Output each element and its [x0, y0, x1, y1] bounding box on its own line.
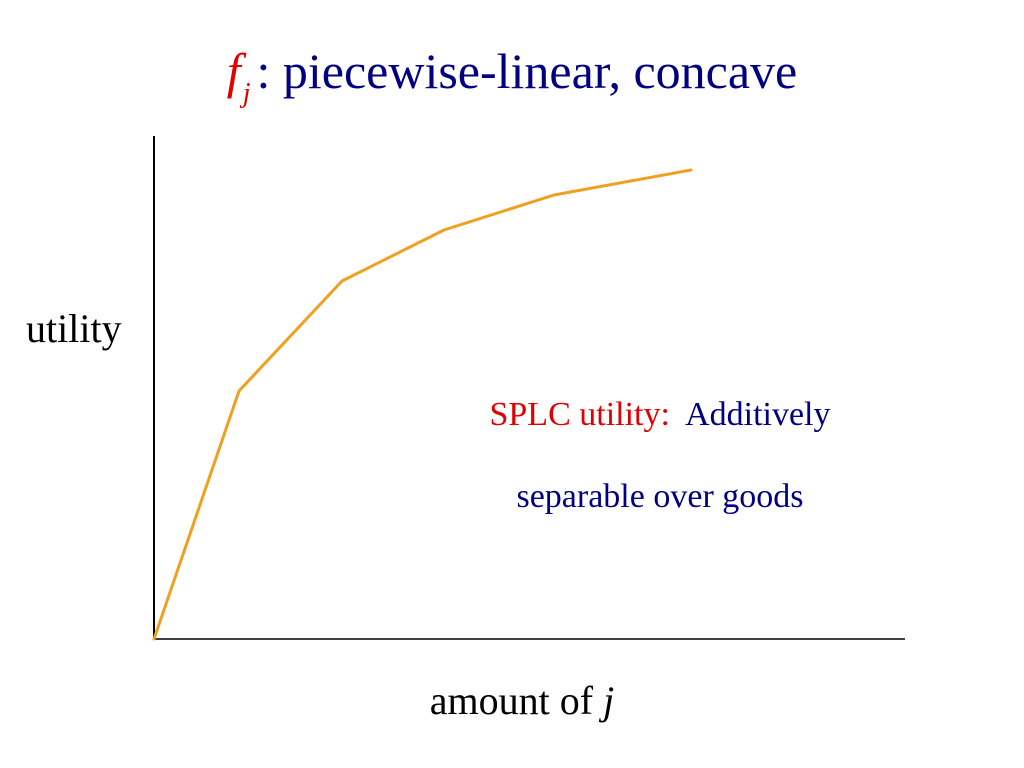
chart-title: fj: piecewise-linear, concave — [0, 36, 1024, 115]
title-function-subscript: j — [242, 78, 251, 109]
title-function-symbol: f — [226, 43, 241, 99]
y-axis-label: utility — [26, 306, 122, 351]
title-text: : piecewise-linear, concave — [256, 43, 798, 99]
x-axis-label-text: amount of — [429, 678, 594, 723]
utility-curve-line — [152, 168, 693, 641]
annotation-line-2: separable over goods — [516, 478, 804, 515]
annotation-text-1: Additively — [685, 396, 831, 433]
x-axis-label: amount of j — [0, 674, 1024, 728]
annotation-line-1: SPLC utility: Additively — [380, 393, 940, 437]
annotation-label: SPLC utility: — [489, 396, 670, 433]
x-axis-label-variable: j — [603, 678, 615, 723]
